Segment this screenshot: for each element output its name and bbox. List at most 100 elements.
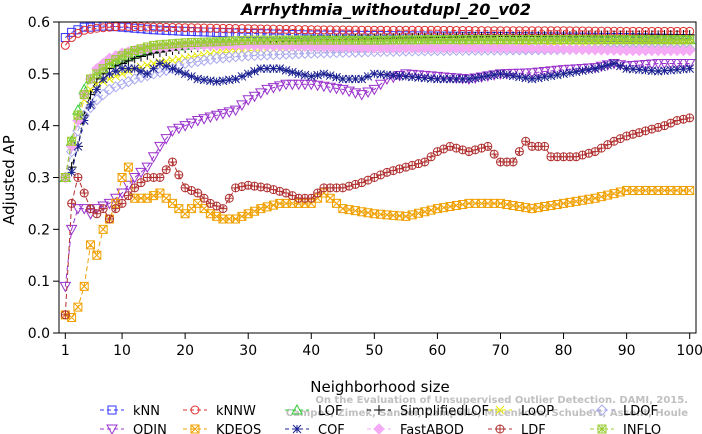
data-point-ldf <box>489 149 499 159</box>
data-point-knnw <box>300 25 310 35</box>
y-tick-label: 0.6 <box>28 15 50 31</box>
data-point-knnw <box>193 23 203 33</box>
data-point-ldf <box>521 136 531 146</box>
data-point-ldf <box>130 183 140 193</box>
series-odin <box>59 58 696 293</box>
data-point-ldf <box>168 157 178 167</box>
data-point-ldf <box>117 198 127 208</box>
data-point-kdeos <box>92 250 102 260</box>
data-point-odin <box>217 109 229 120</box>
data-point-cof <box>540 72 549 82</box>
data-point-knnw <box>98 23 108 33</box>
data-point-odin <box>210 110 223 122</box>
legend-item-fastabod: FastABOD <box>367 423 464 434</box>
legend-marker <box>190 405 200 415</box>
data-point-odin <box>513 68 526 80</box>
series-line-lof <box>64 39 690 178</box>
data-point-ldof <box>198 54 210 67</box>
data-point-ldof <box>229 51 242 63</box>
data-point-knnw <box>86 24 96 34</box>
data-point-odin <box>664 58 677 70</box>
data-point-inflo <box>92 69 102 79</box>
data-point-knnw <box>149 22 159 32</box>
data-point-cof <box>628 64 638 74</box>
data-point-odin <box>248 91 261 103</box>
legend-marker <box>597 424 607 434</box>
data-point-knnw <box>79 25 89 35</box>
data-point-knnw <box>237 24 247 34</box>
data-point-knnw <box>313 25 323 35</box>
data-point-ldof <box>122 75 135 88</box>
data-point-cof <box>496 69 505 79</box>
series-line-kdeos <box>65 165 690 319</box>
x-tick-label: 10 <box>113 343 131 359</box>
data-point-kdeos <box>98 224 108 234</box>
series-loop <box>60 39 695 182</box>
data-point-cof <box>363 72 373 81</box>
data-point-ldf <box>306 193 316 203</box>
data-point-odin <box>362 87 374 99</box>
legend-item-odin: ODIN <box>100 423 167 434</box>
legend-item-lof: LOF <box>285 403 343 419</box>
data-point-ldf <box>508 157 518 167</box>
data-point-knnw <box>250 24 260 34</box>
data-point-cof <box>590 64 600 74</box>
data-point-odin <box>437 72 450 83</box>
data-point-cof <box>559 69 568 79</box>
data-point-cof <box>388 71 398 80</box>
data-point-cof <box>193 74 203 84</box>
legend-label: kNNW <box>216 404 256 419</box>
legend-item-kdeos: KDEOS <box>183 423 261 434</box>
data-point-ldf <box>199 193 209 203</box>
y-tick-label: 0.0 <box>28 326 50 342</box>
legend-marker <box>495 424 505 434</box>
data-point-knnw <box>332 25 342 35</box>
data-point-odin <box>292 79 305 91</box>
data-point-knnw <box>344 25 354 35</box>
data-point-cof <box>357 74 367 84</box>
legend-marker <box>596 404 608 416</box>
data-point-cof <box>477 72 486 82</box>
data-point-fastabod <box>683 44 696 57</box>
data-point-kdeos <box>79 281 89 291</box>
data-point-cof <box>420 73 430 83</box>
legend-marker <box>291 403 303 415</box>
data-point-cof <box>483 71 493 81</box>
data-point-knnw <box>268 24 278 34</box>
legend-item-cof: COF <box>285 423 345 434</box>
data-point-cof <box>256 64 266 74</box>
data-point-ldof <box>128 73 141 85</box>
data-point-cof <box>332 72 341 82</box>
data-point-cof <box>319 69 329 79</box>
data-point-inflo <box>67 136 77 146</box>
legend-item-knnw: kNNW <box>183 404 256 419</box>
data-point-knnw <box>92 23 102 33</box>
data-point-cof <box>351 74 360 84</box>
data-point-cof <box>622 64 631 74</box>
data-point-odin <box>652 58 665 70</box>
data-point-ldf <box>123 191 133 201</box>
data-point-ldf <box>104 214 114 224</box>
data-point-ldf <box>224 193 234 203</box>
data-point-knnw <box>319 25 329 35</box>
data-point-cof <box>546 71 556 81</box>
data-point-inflo <box>104 58 114 68</box>
data-point-cof <box>653 66 663 76</box>
data-point-ldf <box>86 204 96 214</box>
legend-label: LoOP <box>521 404 554 419</box>
data-point-ldof <box>110 81 122 93</box>
data-point-cof <box>300 70 310 80</box>
data-point-inflo <box>79 90 89 100</box>
data-point-ldof <box>236 50 248 62</box>
data-point-cof <box>615 61 625 71</box>
series-ldf <box>60 113 695 320</box>
data-point-inflo <box>73 110 83 120</box>
data-point-odin <box>368 84 381 96</box>
data-point-odin <box>374 79 387 91</box>
data-point-odin <box>646 59 658 71</box>
data-point-cof <box>218 76 228 86</box>
data-point-knn <box>67 27 77 37</box>
data-point-cof <box>376 69 386 79</box>
data-point-cof <box>634 65 644 75</box>
data-point-cof <box>224 75 234 85</box>
